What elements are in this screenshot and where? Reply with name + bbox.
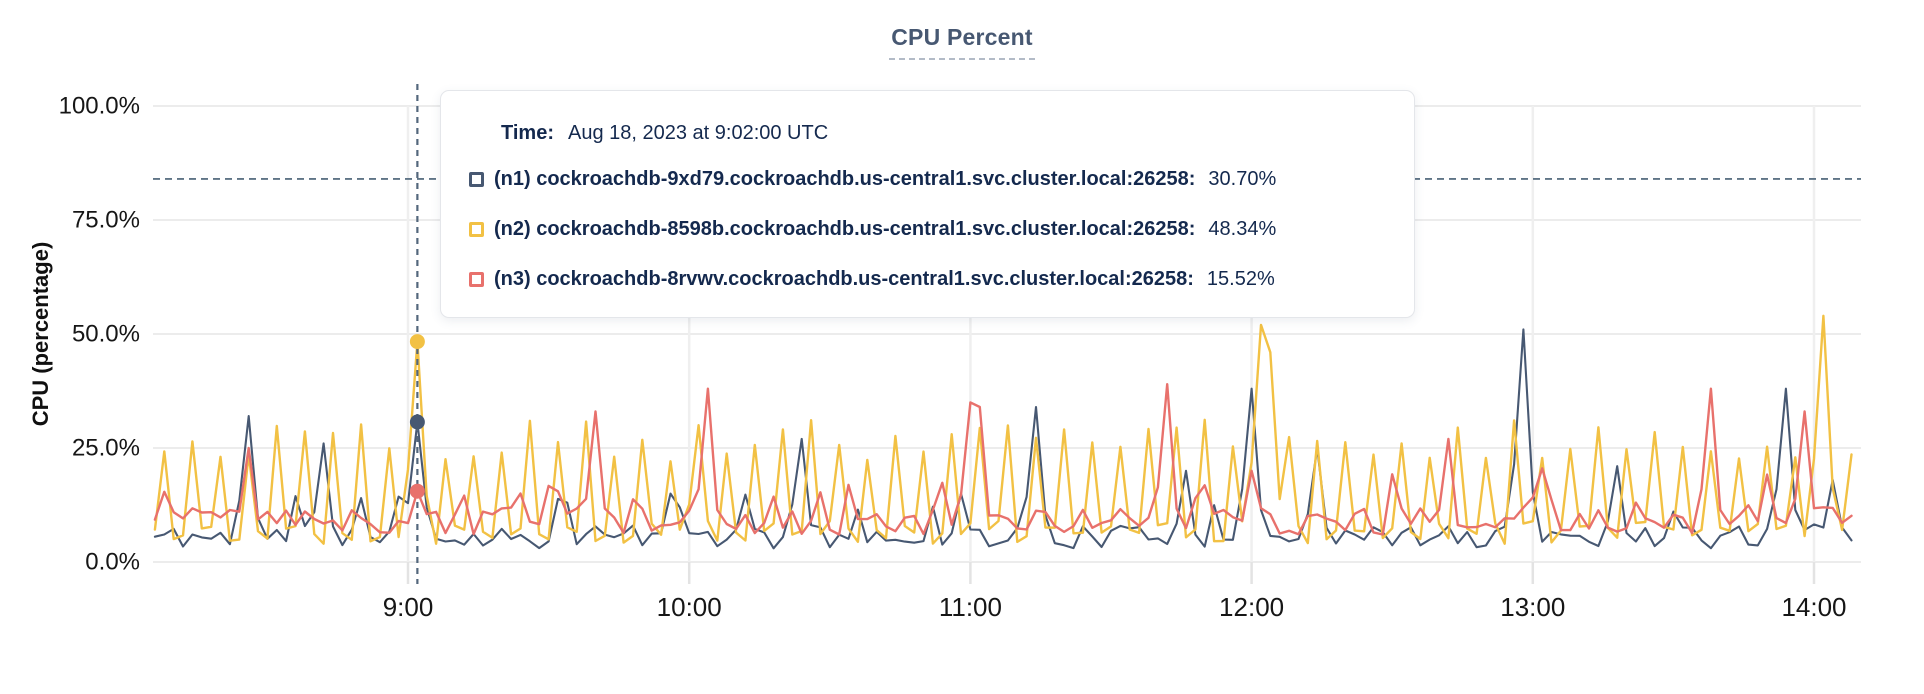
y-tick-label: 0.0%: [85, 549, 140, 576]
y-tick-label: 75.0%: [72, 207, 140, 234]
series-n2-value: 48.34%: [1208, 218, 1277, 240]
x-tick-label: 11:00: [939, 592, 1002, 622]
series-n3-value: 15.52%: [1206, 268, 1275, 290]
marker-dot-n2: [409, 334, 425, 350]
x-tick-label: 9:00: [383, 592, 434, 622]
marker-dot-n3: [409, 483, 425, 499]
x-tick-label: 10:00: [657, 592, 722, 622]
series-n2-name: (n2) cockroachdb-8598b.cockroachdb.us-ce…: [494, 218, 1196, 240]
series-n1-value: 30.70%: [1208, 168, 1277, 190]
chart-title[interactable]: CPU Percent: [889, 24, 1035, 60]
x-tick-label: 14:00: [1781, 592, 1846, 622]
tooltip-time-label: Time:: [501, 122, 554, 144]
y-tick-label: 25.0%: [72, 435, 140, 462]
series-n2-swatch-icon: [469, 222, 484, 237]
x-tick-label: 13:00: [1500, 592, 1565, 622]
series-line-n2: [153, 314, 1853, 545]
y-tick-label: 100.0%: [59, 93, 140, 120]
series-n1-swatch-icon: [469, 172, 484, 187]
chart-title-wrap: CPU Percent: [0, 24, 1924, 60]
series-n3-swatch-icon: [469, 272, 484, 287]
y-tick-label: 50.0%: [72, 321, 140, 348]
tooltip-time-row: Time: Aug 18, 2023 at 9:02:00 UTC: [501, 122, 1414, 145]
tooltip-row-n2: (n2) cockroachdb-8598b.cockroachdb.us-ce…: [469, 214, 1414, 245]
tooltip-row-n1: (n1) cockroachdb-9xd79.cockroachdb.us-ce…: [469, 164, 1414, 195]
marker-dot-n1: [409, 414, 425, 430]
series-n1-name: (n1) cockroachdb-9xd79.cockroachdb.us-ce…: [494, 168, 1196, 190]
tooltip-row-n3: (n3) cockroachdb-8rvwv.cockroachdb.us-ce…: [469, 264, 1414, 295]
tooltip-time-value: Aug 18, 2023 at 9:02:00 UTC: [567, 122, 829, 144]
series-line-n3: [153, 383, 1853, 536]
series-n3-name: (n3) cockroachdb-8rvwv.cockroachdb.us-ce…: [494, 268, 1194, 290]
chart-tooltip: Time: Aug 18, 2023 at 9:02:00 UTC (n1) co…: [440, 90, 1415, 318]
x-tick-label: 12:00: [1219, 592, 1284, 622]
